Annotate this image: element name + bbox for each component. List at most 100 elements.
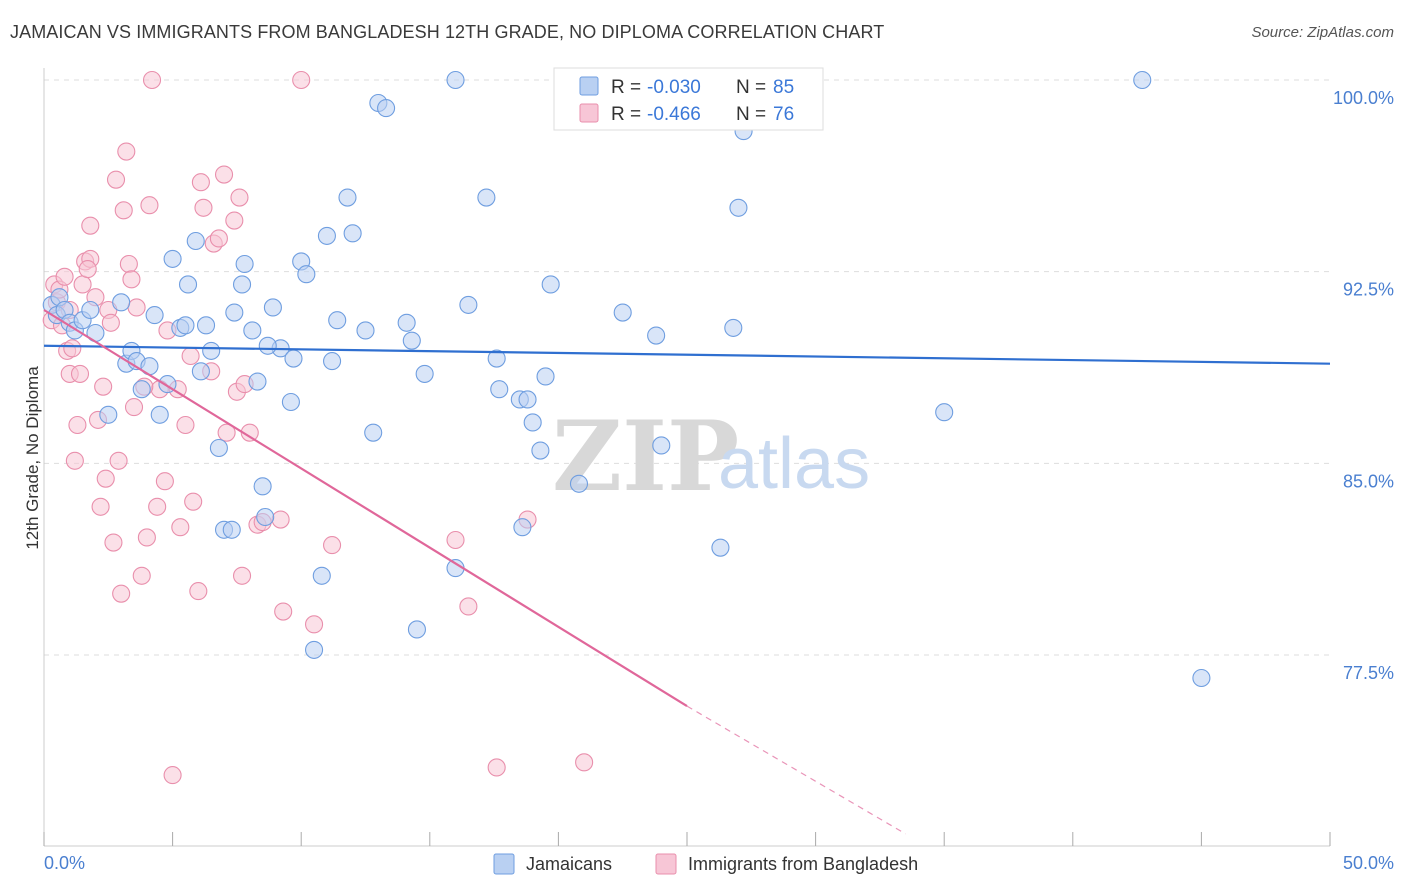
legend-top: R = -0.030 N = 85 R = -0.466 N = 76 <box>553 67 824 131</box>
data-point-jamaican <box>487 349 506 368</box>
legend-top-box <box>553 67 824 131</box>
trend-line-bangladesh <box>43 309 688 708</box>
data-point-bangladesh <box>487 758 506 777</box>
data-point-jamaican <box>356 321 375 340</box>
data-point-jamaican <box>541 275 560 294</box>
data-point-bangladesh <box>104 533 123 552</box>
data-point-jamaican <box>202 341 221 360</box>
data-point-jamaican <box>191 362 210 381</box>
data-point-jamaican <box>459 295 478 314</box>
data-point-bangladesh <box>191 173 210 192</box>
data-point-bangladesh <box>181 346 200 366</box>
legend-bottom: Jamaicans Immigrants from Bangladesh <box>493 853 918 875</box>
data-point-jamaican <box>132 380 151 399</box>
data-point-jamaican <box>305 640 324 659</box>
data-point-bangladesh <box>78 260 97 279</box>
data-point-jamaican <box>513 518 532 537</box>
data-point-bangladesh <box>55 267 74 286</box>
data-point-jamaican <box>297 265 316 284</box>
legend-n-value-bangladesh: 76 <box>773 104 794 125</box>
legend-r-value-jamaicans: -0.030 <box>647 77 701 98</box>
data-point-jamaican <box>1133 70 1152 90</box>
data-point-jamaican <box>317 226 336 245</box>
data-point-jamaican <box>209 438 228 458</box>
data-point-bangladesh <box>575 753 594 772</box>
data-point-jamaican <box>312 566 331 585</box>
data-point-jamaican <box>711 538 730 557</box>
data-point-jamaican <box>222 520 241 539</box>
watermark: ZIP atlas <box>552 400 870 513</box>
data-point-jamaican <box>263 298 282 317</box>
y-tick-label: 85.0% <box>1343 471 1394 491</box>
data-point-jamaican <box>328 311 347 330</box>
watermark-zip: ZIP <box>552 400 739 513</box>
data-point-bangladesh <box>109 451 128 470</box>
data-point-bangladesh <box>117 142 136 161</box>
legend-n-label-jamaicans: N = <box>736 77 766 98</box>
data-point-bangladesh <box>230 188 249 207</box>
data-point-jamaican <box>613 303 632 322</box>
data-point-jamaican <box>364 423 383 442</box>
data-point-bangladesh <box>68 415 87 435</box>
data-point-jamaican <box>284 349 303 368</box>
data-point-bangladesh <box>459 597 478 616</box>
data-point-jamaican <box>248 372 267 391</box>
data-point-jamaican <box>112 293 131 312</box>
legend-r-value-bangladesh: -0.466 <box>647 104 701 125</box>
x-tick-label-max: 50.0% <box>1343 853 1394 873</box>
trend-lines <box>43 309 1331 835</box>
data-point-bangladesh <box>70 364 90 383</box>
data-point-jamaican <box>724 318 743 337</box>
legend-n-value-jamaicans: 85 <box>773 77 794 98</box>
data-point-jamaican <box>253 477 272 496</box>
data-point-bangladesh <box>132 566 151 585</box>
data-point-bangladesh <box>137 528 156 547</box>
legend-r-label-bangladesh: R = <box>611 104 641 125</box>
data-point-jamaican <box>225 303 244 322</box>
data-point-jamaican <box>531 441 550 460</box>
data-point-bangladesh <box>96 469 115 488</box>
data-point-jamaican <box>99 405 118 424</box>
data-point-bangladesh <box>94 377 113 396</box>
data-point-bangladesh <box>271 510 290 529</box>
data-point-bangladesh <box>214 165 234 184</box>
grid-lines <box>44 79 1330 656</box>
legend-r-label-jamaicans: R = <box>611 77 641 98</box>
data-point-bangladesh <box>184 492 203 511</box>
data-point-bangladesh <box>209 229 228 248</box>
data-point-bangladesh <box>163 766 182 785</box>
data-point-bangladesh <box>225 211 244 230</box>
data-point-jamaican <box>145 306 164 325</box>
trend-line-jamaicans <box>43 344 1331 365</box>
watermark-atlas: atlas <box>718 424 870 504</box>
data-point-jamaican <box>729 198 748 217</box>
x-ticks <box>43 832 1331 846</box>
data-point-bangladesh <box>101 313 120 332</box>
data-point-jamaican <box>652 436 671 455</box>
data-point-bangladesh <box>274 602 293 621</box>
series-bangladesh-points <box>42 70 594 785</box>
data-point-jamaican <box>415 364 434 383</box>
legend-bottom-label-jamaicans: Jamaicans <box>526 854 612 874</box>
legend-swatch-bangladesh <box>579 103 599 123</box>
data-point-jamaican <box>243 321 262 340</box>
data-point-jamaican <box>518 390 537 409</box>
data-point-jamaican <box>163 249 182 268</box>
legend-bottom-swatch-jamaicans <box>493 853 515 875</box>
data-point-bangladesh <box>305 615 324 634</box>
data-point-bangladesh <box>217 423 236 442</box>
data-point-bangladesh <box>91 497 110 516</box>
legend-n-label-bangladesh: N = <box>736 104 766 125</box>
data-point-bangladesh <box>140 196 159 215</box>
source-label: Source: ZipAtlas.com <box>1251 24 1394 41</box>
y-tick-labels: 77.5% 85.0% 92.5% 100.0% <box>1333 88 1394 683</box>
data-point-bangladesh <box>65 451 84 470</box>
legend-swatch-jamaicans <box>579 76 599 96</box>
data-point-bangladesh <box>63 339 82 358</box>
legend-bottom-swatch-bangladesh <box>655 853 677 875</box>
data-point-bangladesh <box>122 270 141 289</box>
data-point-bangladesh <box>114 201 133 220</box>
series-jamaicans-points <box>42 70 1211 688</box>
legend-bottom-label-bangladesh: Immigrants from Bangladesh <box>688 854 918 874</box>
